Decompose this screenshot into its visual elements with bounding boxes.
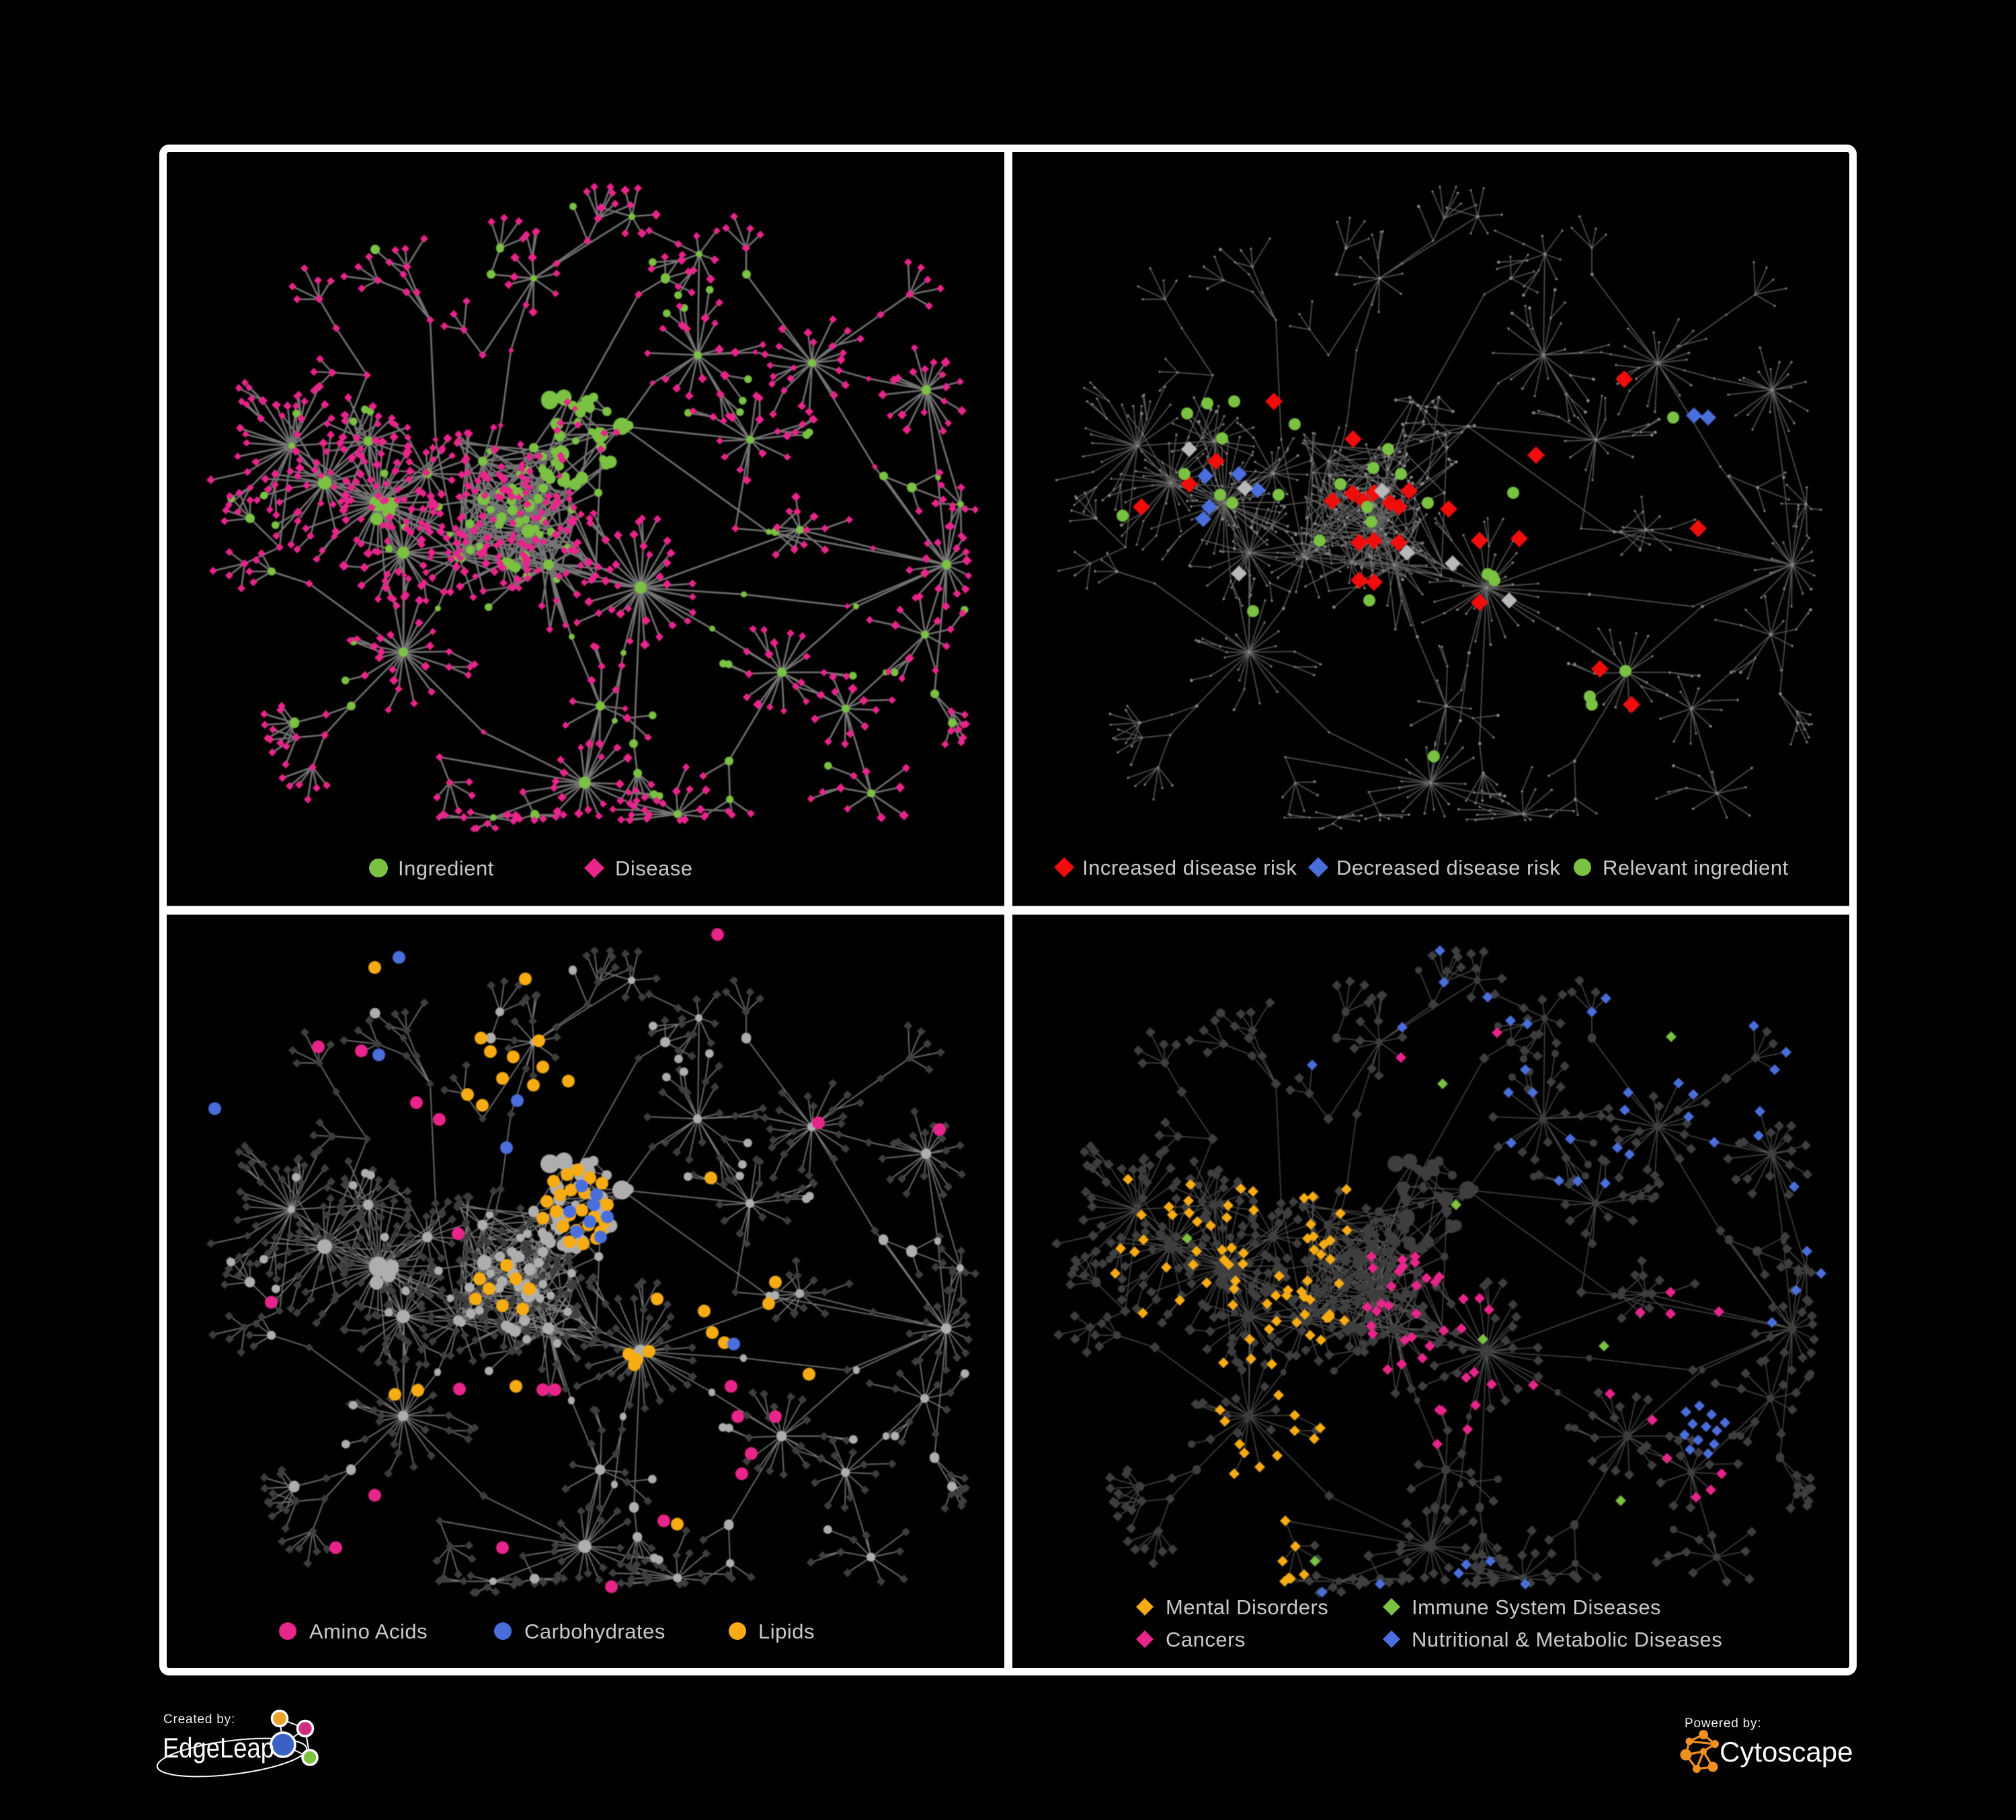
svg-text:Lipids: Lipids — [758, 1620, 815, 1643]
svg-text:Powered by:: Powered by: — [1685, 1716, 1761, 1731]
svg-text:Cytoscape: Cytoscape — [1720, 1736, 1853, 1768]
svg-text:Ingredient: Ingredient — [398, 857, 494, 880]
svg-text:Disease: Disease — [615, 857, 693, 880]
svg-text:Created by:: Created by: — [163, 1712, 235, 1727]
svg-text:Decreased disease risk: Decreased disease risk — [1336, 856, 1560, 879]
svg-text:Amino Acids: Amino Acids — [309, 1620, 428, 1643]
svg-text:Mental Disorders: Mental Disorders — [1166, 1595, 1328, 1619]
svg-text:Immune System Diseases: Immune System Diseases — [1412, 1595, 1661, 1619]
svg-text:Cancers: Cancers — [1166, 1628, 1246, 1651]
svg-text:Relevant ingredient: Relevant ingredient — [1603, 856, 1789, 879]
svg-text:Carbohydrates: Carbohydrates — [524, 1620, 666, 1643]
svg-text:EdgeLeap: EdgeLeap — [163, 1732, 274, 1764]
svg-text:Nutritional & Metabolic Diseas: Nutritional & Metabolic Diseases — [1412, 1628, 1722, 1651]
svg-text:Increased disease risk: Increased disease risk — [1082, 856, 1297, 879]
